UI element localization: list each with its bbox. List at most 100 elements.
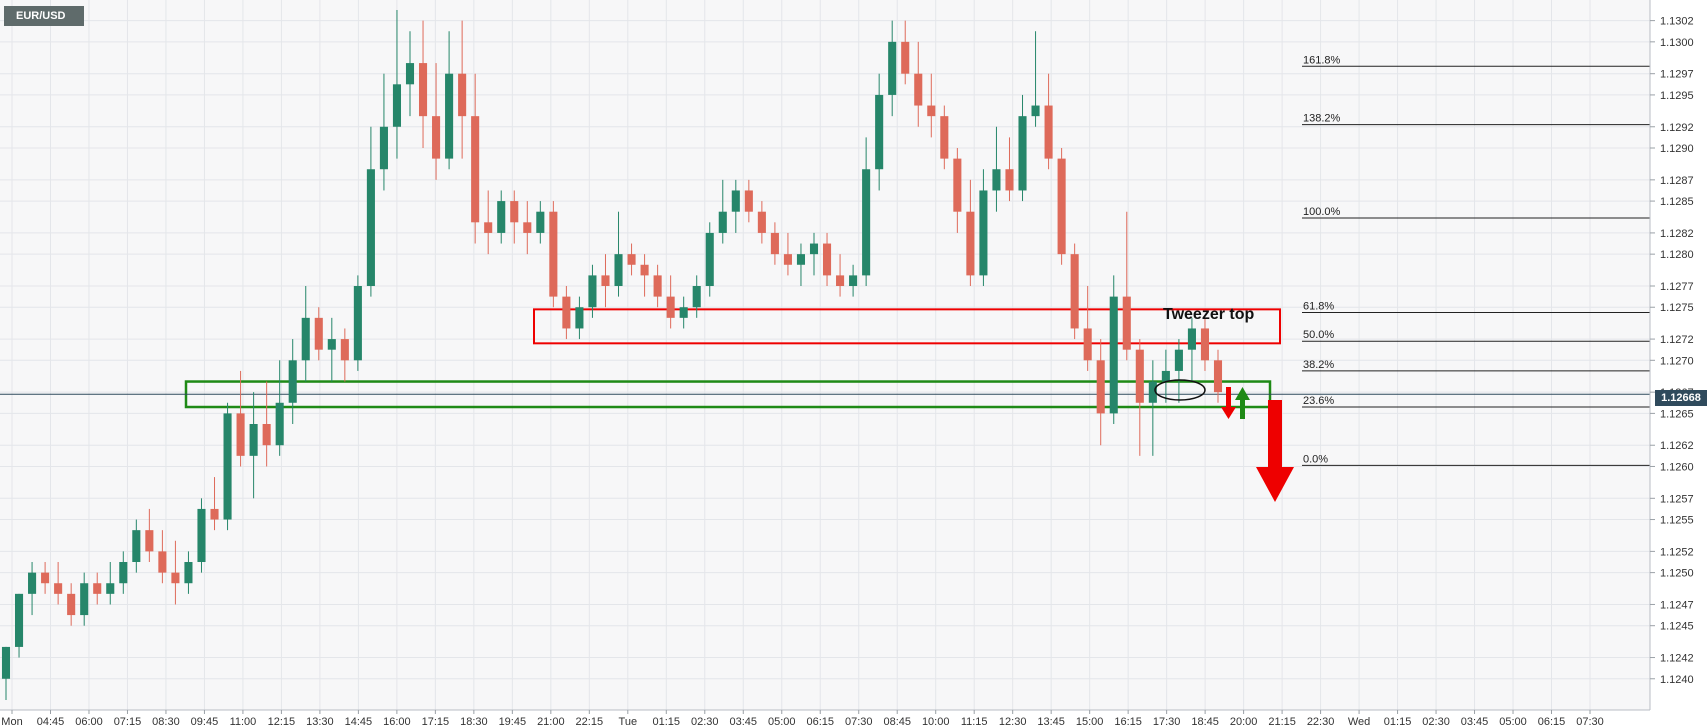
time-tick-label: 08:30 xyxy=(152,716,180,728)
price-tick-label: 1.1247 xyxy=(1660,599,1694,611)
candle-body xyxy=(640,264,649,276)
time-tick-label: 07:30 xyxy=(1576,716,1604,728)
price-tick-label: 1.1265 xyxy=(1660,408,1694,420)
time-tick-label: 14:45 xyxy=(345,716,373,728)
candle-body xyxy=(197,508,206,562)
price-tick-label: 1.1250 xyxy=(1660,568,1694,580)
fib-level-label: 0.0% xyxy=(1303,453,1328,465)
price-tick-label: 1.1257 xyxy=(1660,493,1694,505)
time-tick-label: 03:45 xyxy=(730,716,758,728)
time-tick-label: 10:00 xyxy=(922,716,950,728)
candle-body xyxy=(80,583,89,616)
candle-body xyxy=(41,572,50,584)
candle-body xyxy=(28,572,37,594)
candle-body xyxy=(809,243,819,255)
candle-body xyxy=(54,583,63,594)
candle-body xyxy=(275,402,284,446)
candle-body xyxy=(653,275,662,297)
candle-body xyxy=(158,551,167,573)
plot-background xyxy=(0,0,1650,710)
fib-level-label: 100.0% xyxy=(1303,206,1341,218)
price-tick-label: 1.1297 xyxy=(1660,69,1694,81)
time-tick-label: 18:30 xyxy=(460,716,488,728)
time-tick-label: Mon xyxy=(1,716,22,728)
candle-body xyxy=(523,222,532,233)
time-tick-label: 17:15 xyxy=(422,716,450,728)
candle-body xyxy=(458,73,467,117)
candle-body xyxy=(132,530,141,562)
candle-body xyxy=(366,169,375,286)
time-tick-label: 18:45 xyxy=(1191,716,1219,728)
fib-level-label: 161.8% xyxy=(1303,54,1341,66)
candle-body xyxy=(549,211,558,297)
candle-body xyxy=(210,508,219,520)
candle-body xyxy=(184,562,193,584)
candle-body xyxy=(301,317,310,361)
candle-body xyxy=(93,583,102,594)
candle-body xyxy=(340,339,349,361)
time-tick-label: 15:00 xyxy=(1076,716,1104,728)
last-price-flag: 1.12668 xyxy=(1655,390,1707,406)
candle-body xyxy=(1057,158,1066,255)
candle-body xyxy=(1135,349,1144,403)
price-tick-label: 1.1275 xyxy=(1660,302,1694,314)
candle-body xyxy=(875,94,884,170)
large-down-arrow xyxy=(1256,400,1294,502)
time-tick-label: 22:15 xyxy=(576,716,604,728)
candle-body xyxy=(1109,296,1118,414)
candle-body xyxy=(1148,381,1157,403)
time-tick-label: 01:15 xyxy=(653,716,681,728)
candle-body xyxy=(236,413,245,456)
symbol-badge[interactable]: EUR/USD xyxy=(4,6,84,26)
candle-body xyxy=(536,211,545,233)
time-tick-label: Wed xyxy=(1348,716,1370,728)
time-tick-label: 02:30 xyxy=(691,716,719,728)
candle-body xyxy=(1161,370,1170,382)
time-tick-label: Tue xyxy=(619,716,638,728)
time-tick-label: 07:15 xyxy=(114,716,142,728)
candles-layer xyxy=(1,10,1223,700)
price-tick-label: 1.1272 xyxy=(1660,334,1694,346)
time-tick-label: 21:15 xyxy=(1268,716,1296,728)
candle-body xyxy=(1005,169,1014,191)
candle-body xyxy=(471,116,480,223)
time-tick-label: 11:15 xyxy=(961,716,988,728)
time-tick-label: 05:00 xyxy=(1499,716,1527,728)
candle-body xyxy=(379,126,388,170)
candle-body xyxy=(119,562,128,584)
candle-body xyxy=(418,63,428,117)
time-tick-label: 05:00 xyxy=(768,716,796,728)
time-tick-label: 06:00 xyxy=(75,716,103,728)
candle-body xyxy=(510,201,519,223)
fib-level-label: 138.2% xyxy=(1303,113,1341,125)
fib-level-label: 61.8% xyxy=(1303,301,1334,313)
price-tick-label: 1.1262 xyxy=(1660,440,1694,452)
fib-level-label: 50.0% xyxy=(1303,329,1334,341)
time-tick-label: 13:30 xyxy=(306,716,334,728)
candle-body xyxy=(1,646,11,679)
price-tick-label: 1.1242 xyxy=(1660,653,1694,665)
candle-body xyxy=(1174,349,1183,371)
candle-body xyxy=(1018,116,1027,191)
candle-body xyxy=(106,583,115,594)
price-tick-label: 1.1240 xyxy=(1660,674,1694,686)
candle-body xyxy=(744,190,753,212)
candle-body xyxy=(836,275,845,286)
time-tick-label: 02:30 xyxy=(1422,716,1450,728)
candle-body xyxy=(1031,105,1040,117)
candle-body xyxy=(288,360,297,403)
candle-body xyxy=(562,296,571,329)
candle-body xyxy=(822,243,832,276)
price-tick-label: 1.1245 xyxy=(1660,621,1694,633)
resistance-zone-box xyxy=(533,308,1281,345)
candle-body xyxy=(405,63,415,85)
candle-body xyxy=(757,211,766,233)
time-tick-label: 08:45 xyxy=(883,716,911,728)
candle-body xyxy=(1122,296,1131,350)
price-tick-label: 1.1255 xyxy=(1660,515,1694,527)
price-tick-label: 1.1260 xyxy=(1660,461,1694,473)
time-tick-label: 06:15 xyxy=(1538,716,1566,728)
candle-body xyxy=(392,84,402,127)
price-tick-label: 1.1287 xyxy=(1660,175,1694,187)
candle-body xyxy=(614,254,623,286)
